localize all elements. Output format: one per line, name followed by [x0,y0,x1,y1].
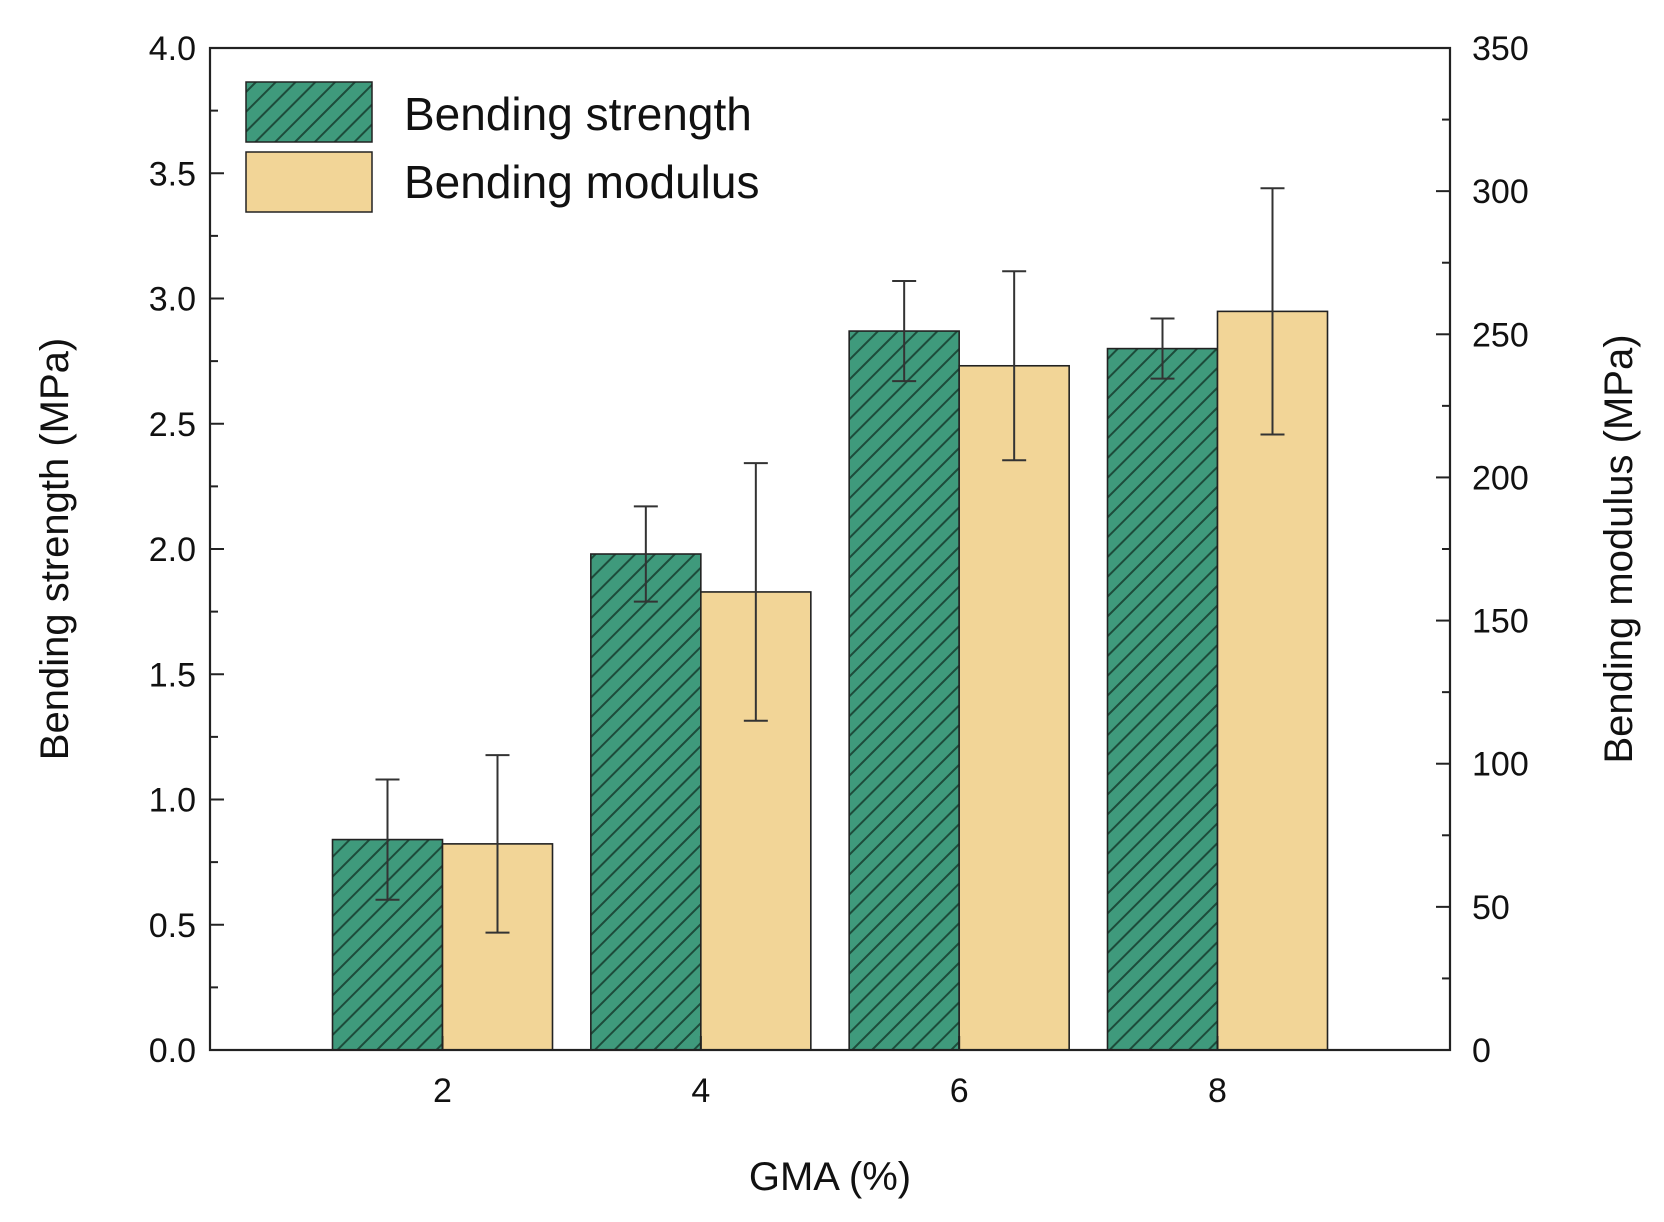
x-axis-ticks: 2 4 6 8 [433,1036,1227,1110]
x-tick-label: 4 [691,1072,710,1110]
right-tick-label: 300 [1472,173,1529,211]
legend-label-bending-strength: Bending strength [404,88,752,140]
legend-swatch-bending-modulus [245,151,373,213]
right-axis-ticks: 0 50 100 150 200 250 300 350 [1436,30,1529,1070]
left-tick-label: 0.0 [149,1032,196,1070]
left-axis-title: Bending strength (MPa) [33,338,77,760]
left-tick-label: 3.0 [149,281,196,319]
x-tick-label: 8 [1208,1072,1227,1110]
bar-bending-strength [590,553,702,1051]
right-tick-label: 0 [1472,1032,1491,1070]
left-tick-label: 2.0 [149,531,196,569]
right-tick-label: 100 [1472,746,1529,784]
left-tick-label: 4.0 [149,30,196,68]
left-tick-label: 1.5 [149,656,196,694]
left-tick-label: 3.5 [149,155,196,193]
legend-label-bending-modulus: Bending modulus [404,156,759,208]
right-tick-label: 50 [1472,889,1510,927]
right-tick-label: 200 [1472,459,1529,497]
bar-bending-strength [1106,347,1219,1051]
left-axis-ticks: 0.0 0.5 1.0 1.5 2.0 2.5 3.0 3.5 4.0 [149,30,224,1070]
bar-bending-strength [848,330,960,1051]
bars-layer [331,310,1329,1051]
right-tick-label: 150 [1472,603,1529,641]
legend-swatch-bending-strength [245,81,373,143]
x-axis-title: GMA (%) [749,1155,911,1199]
legend: Bending strength Bending modulus [245,81,759,213]
left-tick-label: 2.5 [149,406,196,444]
left-tick-label: 0.5 [149,907,196,945]
error-bars-layer [375,187,1285,934]
right-axis-title: Bending modulus (MPa) [1597,334,1641,763]
bar-bending-modulus [958,364,1070,1051]
left-tick-label: 1.0 [149,782,196,820]
right-tick-label: 350 [1472,30,1529,68]
x-tick-label: 2 [433,1072,452,1110]
right-tick-label: 250 [1472,316,1529,354]
x-tick-label: 6 [950,1072,969,1110]
